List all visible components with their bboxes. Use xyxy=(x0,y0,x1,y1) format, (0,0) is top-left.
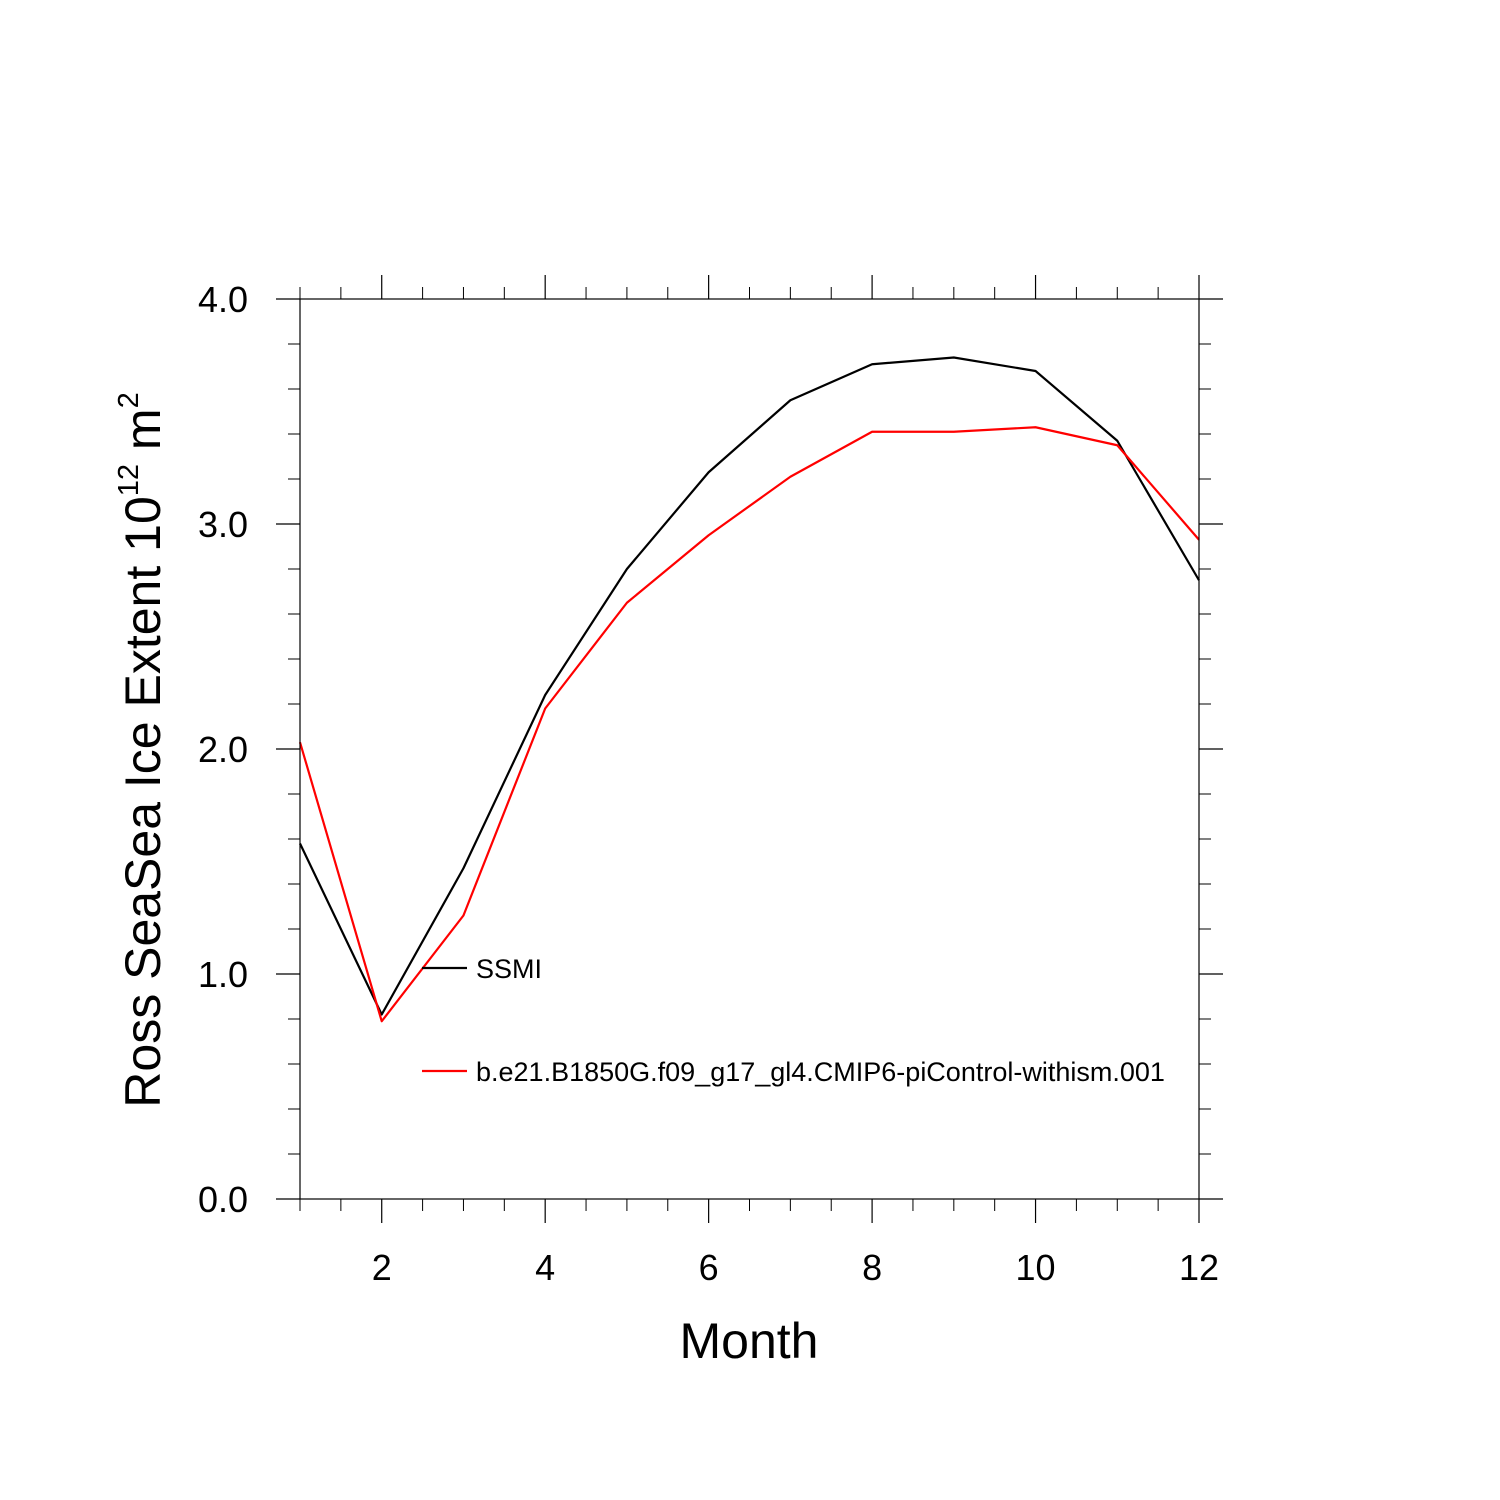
data-point xyxy=(953,431,955,433)
plot-frame xyxy=(299,298,1200,1200)
data-point xyxy=(953,357,955,359)
y-tick-label: 2.0 xyxy=(198,729,248,770)
y-tick-label: 1.0 xyxy=(198,954,248,995)
data-point xyxy=(626,568,628,570)
data-point xyxy=(1035,426,1037,428)
y-tick-label: 3.0 xyxy=(198,504,248,545)
series-line-1 xyxy=(298,426,1200,1023)
x-tick-label: 2 xyxy=(372,1247,392,1288)
x-axis-title: Month xyxy=(680,1313,819,1369)
data-point xyxy=(462,867,464,869)
y-axis-title-unit-exponent: 2 xyxy=(113,392,145,408)
data-point xyxy=(1116,444,1118,446)
legend-label: b.e21.B1850G.f09_g17_gl4.CMIP6-piControl… xyxy=(476,1057,1165,1087)
data-point xyxy=(462,915,464,917)
y-axis-title-text: Ross SeaSea Ice Extent 10 xyxy=(115,496,171,1107)
x-tick-label: 10 xyxy=(1016,1247,1056,1288)
y-axis-title: Ross SeaSea Ice Extent 1012 m2 xyxy=(113,392,171,1107)
data-point xyxy=(626,602,628,604)
series-lines xyxy=(298,356,1200,1023)
y-tick-label: 0.0 xyxy=(198,1179,248,1220)
x-tick-label: 8 xyxy=(862,1247,882,1288)
y-axis-title-exponent: 12 xyxy=(113,464,145,496)
x-tick-label: 6 xyxy=(699,1247,719,1288)
axis-ticks xyxy=(276,275,1223,1223)
tick-labels: 2 4 6 8 10 12 0.0 1.0 2.0 3.0 4.0 xyxy=(198,279,1219,1288)
legend: SSMI b.e21.B1850G.f09_g17_gl4.CMIP6-piCon… xyxy=(422,954,1165,1087)
legend-label: SSMI xyxy=(476,954,542,984)
data-point xyxy=(1116,440,1118,442)
y-tick-label: 4.0 xyxy=(198,279,248,320)
data-point xyxy=(708,534,710,536)
data-point xyxy=(789,476,791,478)
data-point xyxy=(871,431,873,433)
data-point xyxy=(544,708,546,710)
data-point xyxy=(871,363,873,365)
series-line-0 xyxy=(299,356,1200,1016)
data-point xyxy=(708,471,710,473)
data-point xyxy=(1035,370,1037,372)
data-point xyxy=(381,1020,383,1022)
data-point xyxy=(544,694,546,696)
x-tick-label: 4 xyxy=(535,1247,555,1288)
y-axis-title-unit: m xyxy=(115,408,171,464)
x-tick-label: 12 xyxy=(1179,1247,1219,1288)
data-point xyxy=(789,399,791,401)
